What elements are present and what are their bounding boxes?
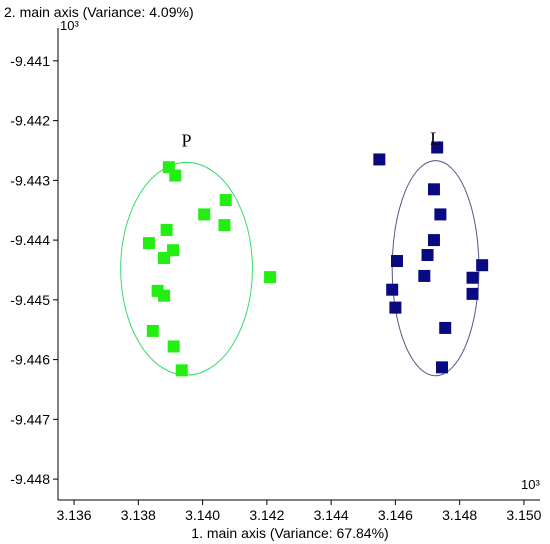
y-tick-label: -9.442 (10, 113, 50, 129)
point-l (386, 283, 399, 296)
x-tick-label: 3.142 (249, 507, 284, 523)
point-l (391, 255, 404, 268)
x-tick-label: 3.138 (121, 507, 156, 523)
point-p (158, 252, 171, 265)
x-tick-label: 3.146 (378, 507, 413, 523)
point-l (427, 234, 440, 247)
point-p (158, 289, 171, 302)
point-p (175, 364, 188, 377)
ellipse-p (120, 161, 253, 376)
point-l (418, 269, 431, 282)
point-l (434, 208, 447, 221)
y-tick-label: -9.446 (10, 352, 50, 368)
y-tick-label: -9.443 (10, 172, 50, 188)
y-axis-title: 2. main axis (Variance: 4.09%) (4, 4, 194, 20)
y-tick-label: -9.444 (10, 232, 50, 248)
y-tick-label: -9.448 (10, 471, 50, 487)
point-p (219, 194, 232, 207)
point-l (421, 249, 434, 262)
x-tick-label: 3.148 (442, 507, 477, 523)
point-p (167, 340, 180, 353)
point-l (466, 287, 479, 300)
point-p (218, 219, 231, 232)
y-multiplier-label: 10³ (60, 18, 79, 33)
points (142, 141, 489, 377)
axes (57, 28, 540, 501)
x-tick-label: 3.144 (314, 507, 349, 523)
point-p (142, 237, 155, 250)
group-label-l: L (430, 129, 441, 149)
point-l (439, 321, 452, 334)
x-tick-label: 3.140 (185, 507, 220, 523)
y-tick-label: -9.441 (10, 53, 50, 69)
x-tick-label: 3.150 (506, 507, 541, 523)
point-l (435, 361, 448, 374)
point-p (264, 271, 277, 284)
point-p (198, 208, 211, 221)
point-l (466, 271, 479, 284)
x-ticks: 3.136 3.138 3.140 3.142 3.144 3.146 3.148 3.150 (57, 500, 542, 523)
group-label-p: P (182, 130, 192, 150)
point-l (373, 153, 386, 166)
point-p (146, 324, 159, 337)
y-ticks: -9.441 -9.442 -9.443 -9.444 -9.445 -9.446 -9.4… (10, 53, 58, 487)
y-tick-label: -9.445 (10, 292, 50, 308)
point-l (389, 301, 402, 314)
x-tick-label: 3.136 (57, 507, 92, 523)
point-p (160, 223, 173, 236)
point-p (169, 169, 182, 182)
point-l (427, 183, 440, 196)
point-l (476, 259, 489, 272)
x-axis-title: 1. main axis (Variance: 67.84%) (191, 525, 388, 541)
y-tick-label: -9.447 (10, 411, 50, 427)
point-l (431, 141, 444, 154)
x-multiplier-label: 10³ (521, 477, 540, 492)
